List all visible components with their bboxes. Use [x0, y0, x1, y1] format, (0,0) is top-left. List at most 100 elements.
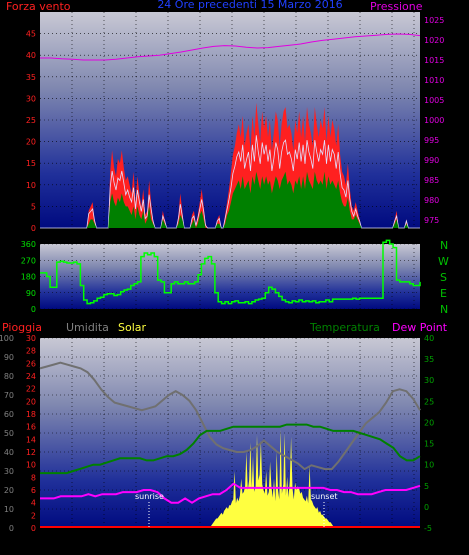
rain-tick-label: 24 — [26, 372, 36, 381]
wind-average-line — [40, 135, 420, 229]
rain-tick-label: 6 — [31, 486, 36, 495]
wind-direction-line — [40, 239, 421, 305]
temperature-humidity-marks — [39, 361, 421, 528]
wind-green-area — [40, 171, 420, 228]
x-axis-labels: 02 04 06 08 10 12 14 16 18 20 22 00 — [67, 539, 419, 548]
chart-title: 24 Ore precedenti 15 Marzo 2016 — [157, 0, 342, 11]
y-right-tick-label: 1025 — [424, 16, 444, 25]
compass-n2: N — [440, 303, 448, 316]
y-left-tick-label: 0 — [31, 224, 36, 233]
dewpoint-label: Dew Point — [392, 321, 448, 334]
x-tick-label: 16 — [291, 231, 301, 240]
y-right-tick-label: 1015 — [424, 56, 444, 65]
x-tick-label: 20 — [355, 539, 365, 548]
x-tick-label: 12 — [227, 231, 237, 240]
rain-tick-label: 10 — [26, 461, 36, 470]
humidity-tick-label: 0 — [9, 524, 14, 533]
rain-tick-label: 12 — [26, 448, 36, 457]
x-tick-label: 20 — [355, 231, 365, 240]
y-left-tick-label: 45 — [26, 30, 36, 39]
wind-pressure-grid — [40, 12, 420, 229]
compass-s: S — [440, 271, 447, 284]
y-right-tick-label: 1010 — [424, 76, 444, 85]
temperature-label: Temperatura — [309, 321, 380, 334]
x-tick-label: 14 — [259, 231, 269, 240]
y-right-tick-label: 1000 — [424, 116, 444, 125]
compass-n1: N — [440, 239, 448, 252]
temperature-tick-label: 10 — [424, 461, 434, 470]
y-right-tick-label: 1005 — [424, 96, 444, 105]
temperature-humidity-ticks: 0102030405060708090100024681012141618202… — [0, 334, 434, 533]
y-left-tick-label: 35 — [26, 73, 36, 82]
x-tick-label: 00 — [409, 231, 419, 240]
x-tick-label: 18 — [323, 231, 333, 240]
humidity-tick-label: 10 — [4, 505, 14, 514]
rain-tick-label: 2 — [31, 511, 36, 520]
x-tick-label: 04 — [99, 231, 109, 240]
dew-point-line — [40, 482, 421, 504]
direction-tick-label: 180 — [21, 273, 36, 282]
y-right-tick-label: 1020 — [424, 36, 444, 45]
direction-tick-label: 360 — [21, 240, 36, 249]
direction-tick-label: 90 — [26, 289, 36, 298]
wind-pressure-chart: 0510152025303540459759809859909951000100… — [26, 12, 444, 240]
x-tick-label: 22 — [387, 539, 397, 548]
temperature-tick-label: 30 — [424, 376, 434, 385]
direction-tick-label: 0 — [31, 305, 36, 314]
solar-area — [40, 429, 420, 528]
y-right-tick-label: 995 — [424, 136, 439, 145]
rain-tick-label: 28 — [26, 347, 36, 356]
wind-direction-marks — [40, 239, 421, 305]
sunrise-label: sunrise — [135, 492, 164, 501]
temperature-tick-label: -5 — [424, 524, 432, 533]
x-tick-label: 18 — [323, 539, 333, 548]
y-right-tick-label: 980 — [424, 196, 439, 205]
x-tick-label: 08 — [163, 539, 173, 548]
pressure-line — [40, 33, 421, 61]
rain-tick-label: 30 — [26, 334, 36, 343]
temperature-tick-label: 25 — [424, 397, 434, 406]
rain-tick-label: 26 — [26, 359, 36, 368]
rain-tick-label: 14 — [26, 435, 36, 444]
y-left-tick-label: 30 — [26, 94, 36, 103]
x-tick-label: 12 — [227, 539, 237, 548]
y-left-tick-label: 40 — [26, 51, 36, 60]
y-left-tick-label: 15 — [26, 159, 36, 168]
y-left-tick-label: 10 — [26, 181, 36, 190]
x-tick-label: 06 — [131, 231, 141, 240]
wind-direction-chart: 0 90 180 270 360 — [21, 239, 421, 314]
y-left-tick-label: 20 — [26, 138, 36, 147]
rain-tick-label: 0 — [31, 524, 36, 533]
x-tick-label: 14 — [259, 539, 269, 548]
solar-label: Solar — [118, 321, 147, 334]
temperature-tick-label: 0 — [424, 503, 429, 512]
humidity-line — [39, 361, 421, 471]
rain-tick-label: 16 — [26, 423, 36, 432]
humidity-tick-label: 20 — [4, 486, 14, 495]
temperature-tick-label: 15 — [424, 440, 434, 449]
humidity-tick-label: 40 — [4, 448, 14, 457]
x-tick-label: 10 — [195, 539, 205, 548]
temperature-line — [40, 423, 421, 475]
x-tick-label: 22 — [387, 231, 397, 240]
compass-w: W — [438, 255, 449, 268]
y-left-tick-label: 25 — [26, 116, 36, 125]
x-tick-label: 02 — [67, 539, 77, 548]
wind-direction-grid — [40, 243, 420, 310]
compass-e: E — [440, 287, 447, 300]
temperature-tick-label: 40 — [424, 334, 434, 343]
temperature-tick-label: 35 — [424, 355, 434, 364]
temperature-tick-label: 5 — [424, 482, 429, 491]
rain-tick-label: 18 — [26, 410, 36, 419]
x-tick-label: 10 — [195, 231, 205, 240]
rain-tick-label: 22 — [26, 385, 36, 394]
x-tick-label: 16 — [291, 539, 301, 548]
humidity-tick-label: 60 — [4, 410, 14, 419]
humidity-tick-label: 100 — [0, 334, 14, 343]
wind-label: Forza vento — [6, 0, 71, 13]
wind-pressure-marks — [40, 33, 421, 229]
x-tick-label: 08 — [163, 231, 173, 240]
humidity-tick-label: 50 — [4, 429, 14, 438]
rain-label: Pioggia — [2, 321, 42, 334]
